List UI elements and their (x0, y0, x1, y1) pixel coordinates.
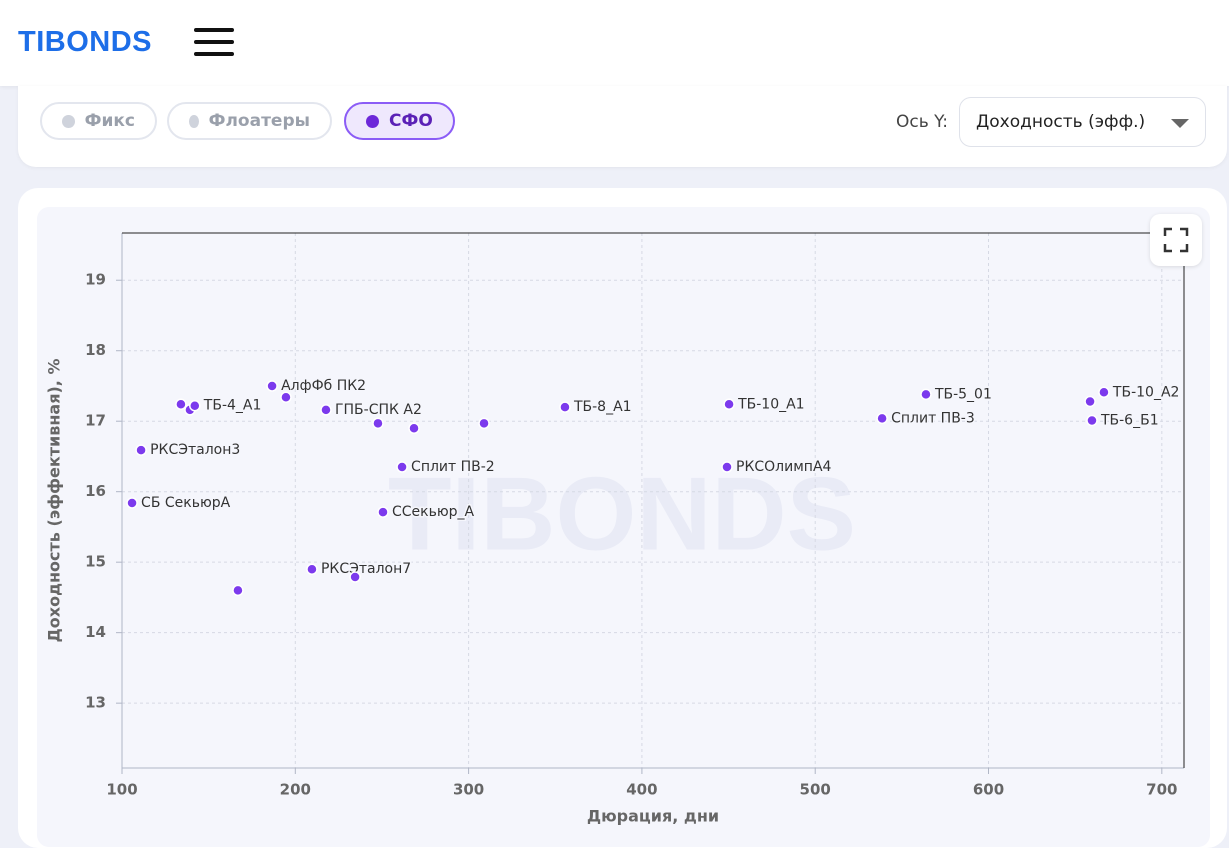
point-label: РКСЭталон3 (150, 442, 240, 458)
filter-label: Флоатеры (208, 111, 310, 131)
dropdown-arrow (1171, 119, 1189, 128)
watermark: TIBONDS (388, 456, 856, 572)
point (266, 380, 278, 392)
menu-bar[interactable] (194, 28, 234, 32)
point (349, 571, 361, 583)
y-tick-label: 18 (85, 341, 106, 359)
x-tick-label: 400 (626, 781, 657, 799)
point-label: ТБ-6_Б1 (1100, 412, 1159, 428)
point-label: РКСОлимпА4 (736, 459, 832, 475)
point-label: ТБ-5_01 (934, 386, 992, 402)
point (377, 506, 389, 518)
y-selector[interactable]: Доходность (эфф.) (959, 97, 1206, 147)
fullscreen-button[interactable] (1150, 214, 1202, 266)
point (396, 461, 408, 473)
filter-dot (62, 114, 75, 128)
point (721, 461, 733, 473)
filter-dot (366, 114, 379, 128)
y-tick-label: 17 (85, 412, 106, 430)
x-tick-label: 200 (280, 781, 311, 799)
x-axis-title: Дюрация, дни (587, 807, 719, 826)
point (1084, 395, 1096, 408)
filter-label: СФО (389, 111, 433, 131)
point (408, 422, 420, 435)
point (1086, 414, 1098, 427)
x-tick-label: 500 (800, 781, 831, 799)
menu-bar[interactable] (194, 52, 234, 56)
filter-label: Фикс (84, 111, 135, 131)
y-tick-label: 13 (85, 694, 106, 712)
point (126, 497, 138, 509)
point (135, 444, 147, 456)
point-label: СБ СекьюрА (141, 495, 231, 511)
filter-button[interactable]: СФО (344, 102, 455, 140)
x-tick-label: 700 (1146, 781, 1177, 799)
y-selector-value: Доходность (эфф.) (976, 112, 1146, 132)
x-tick-label: 300 (453, 781, 484, 799)
point-label: РКСЭталон7 (321, 561, 411, 577)
point-label: Сплит ПВ-2 (411, 459, 495, 475)
point-label: ТБ-10_А1 (737, 396, 805, 412)
logo[interactable]: TIBONDS (18, 26, 152, 58)
fullscreen-icon (1163, 227, 1189, 253)
point (320, 404, 332, 416)
point (1098, 386, 1110, 399)
y-axis-title: Доходность (эффективная), % (45, 359, 64, 643)
y-tick-label: 15 (85, 553, 106, 571)
point-label: ГПБ-СПК А2 (335, 402, 422, 418)
point (175, 398, 187, 411)
filter-dot (189, 114, 199, 128)
point (478, 417, 490, 430)
point-label: ССекьюр_А (392, 504, 475, 520)
menu-bar[interactable] (194, 40, 234, 44)
filter-button[interactable]: Фикс (40, 102, 157, 140)
point-label: ТБ-8_А1 (573, 399, 632, 415)
point (372, 417, 384, 430)
point-label: ТБ-10_А2 (1112, 384, 1180, 400)
y-tick-label: 19 (85, 271, 106, 289)
point (559, 401, 571, 413)
point (876, 412, 888, 425)
chart-panel (37, 207, 1210, 847)
x-tick-label: 600 (973, 781, 1004, 799)
filter-button[interactable]: Флоатеры (167, 102, 332, 140)
y-tick-label: 16 (85, 482, 106, 500)
x-tick-label: 100 (106, 781, 137, 799)
point-label: АлфФб ПК2 (281, 378, 366, 394)
point-label: ТБ-4_А1 (203, 398, 262, 414)
point (306, 563, 318, 575)
y-tick-label: 14 (85, 623, 106, 641)
y-selector-label: Ось Y: (895, 112, 948, 132)
point (920, 388, 932, 401)
point (189, 399, 201, 412)
point (232, 584, 244, 597)
point (280, 391, 292, 403)
header: TIBONDS (0, 0, 1229, 86)
point (723, 398, 735, 411)
point-label: Сплит ПВ-3 (891, 410, 975, 426)
